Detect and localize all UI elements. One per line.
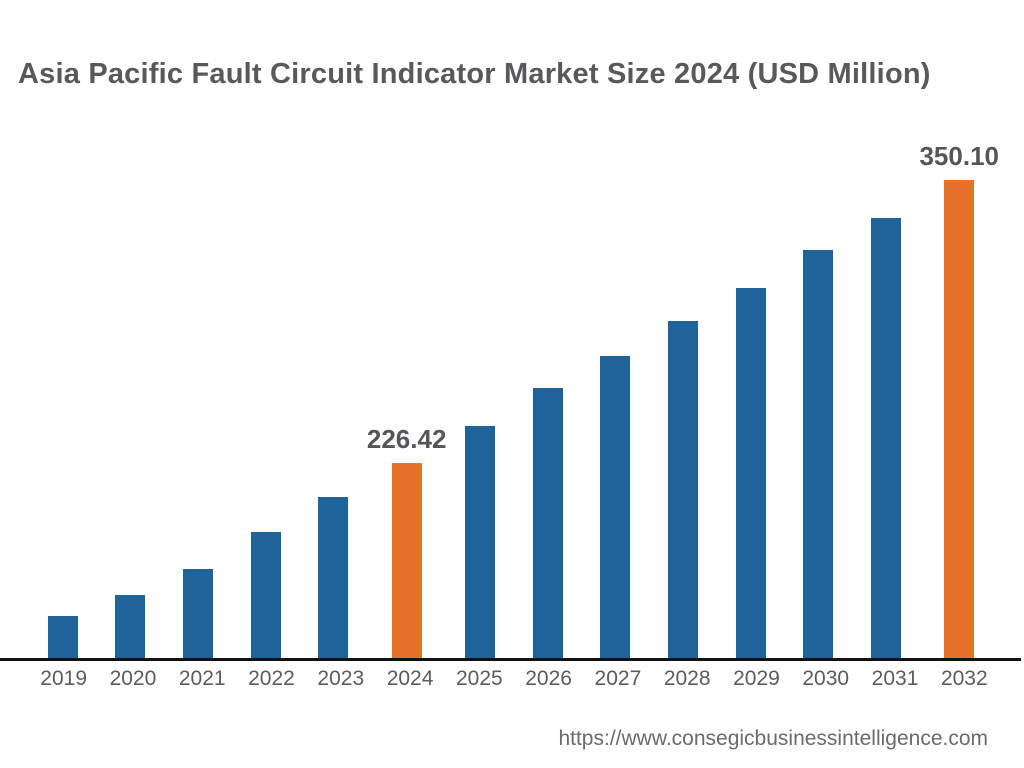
x-tick-2021: 2021	[178, 667, 226, 690]
bar-column-2024: 226.42	[366, 0, 447, 658]
x-tick-2027: 2027	[594, 667, 642, 690]
x-tick-2023: 2023	[317, 667, 365, 690]
bar-column-2021	[164, 0, 232, 658]
x-tick-2024: 2024	[386, 667, 434, 690]
bar-column-2029	[717, 0, 785, 658]
source-url: https://www.consegicbusinessintelligence…	[558, 727, 988, 750]
bar-2025	[465, 426, 496, 658]
x-tick-2020: 2020	[109, 667, 157, 690]
x-tick-2032: 2032	[940, 667, 988, 690]
bar-2020	[115, 595, 146, 658]
bar-2021	[182, 569, 213, 658]
bar-2023	[318, 497, 349, 658]
bar-column-2020	[97, 0, 165, 658]
x-tick-2025: 2025	[455, 667, 503, 690]
x-tick-2028: 2028	[663, 667, 711, 690]
bar-column-2026	[514, 0, 582, 658]
bar-column-2023	[299, 0, 367, 658]
bar-2028	[667, 321, 698, 658]
bar-2031	[870, 218, 901, 658]
bar-2026	[532, 388, 563, 658]
bar-column-2031	[852, 0, 920, 658]
chart-title: Asia Pacific Fault Circuit Indicator Mar…	[18, 58, 931, 90]
bar-column-2032: 350.10	[919, 0, 999, 658]
bar-2022	[250, 532, 281, 658]
bar-column-2025	[446, 0, 514, 658]
bar-2019	[47, 616, 78, 658]
bar-column-2030	[784, 0, 852, 658]
bar-2032	[944, 180, 975, 658]
bar-2027	[600, 356, 631, 658]
x-tick-2019: 2019	[40, 667, 87, 690]
bar-column-2027	[582, 0, 650, 658]
bar-2030	[803, 250, 834, 658]
x-tick-2030: 2030	[802, 667, 850, 690]
plot-area: 226.42 350.10	[29, 0, 999, 658]
bar-value-label-2032: 350.10	[919, 141, 999, 171]
x-tick-2026: 2026	[525, 667, 572, 690]
bar-column-2022	[232, 0, 300, 658]
x-tick-2031: 2031	[871, 667, 919, 690]
bar-column-2019	[29, 0, 97, 658]
bar-2029	[735, 288, 766, 658]
x-axis-line	[0, 658, 1021, 661]
bar-2024	[391, 463, 422, 658]
x-tick-2022: 2022	[248, 667, 295, 690]
x-axis-ticks: 2019 2020 2021 2022 2023 2024 2025 2026 2027 2028…	[29, 667, 999, 691]
bar-column-2028	[649, 0, 717, 658]
x-tick-2029: 2029	[733, 667, 780, 690]
bar-value-label-2024: 226.42	[366, 424, 447, 454]
